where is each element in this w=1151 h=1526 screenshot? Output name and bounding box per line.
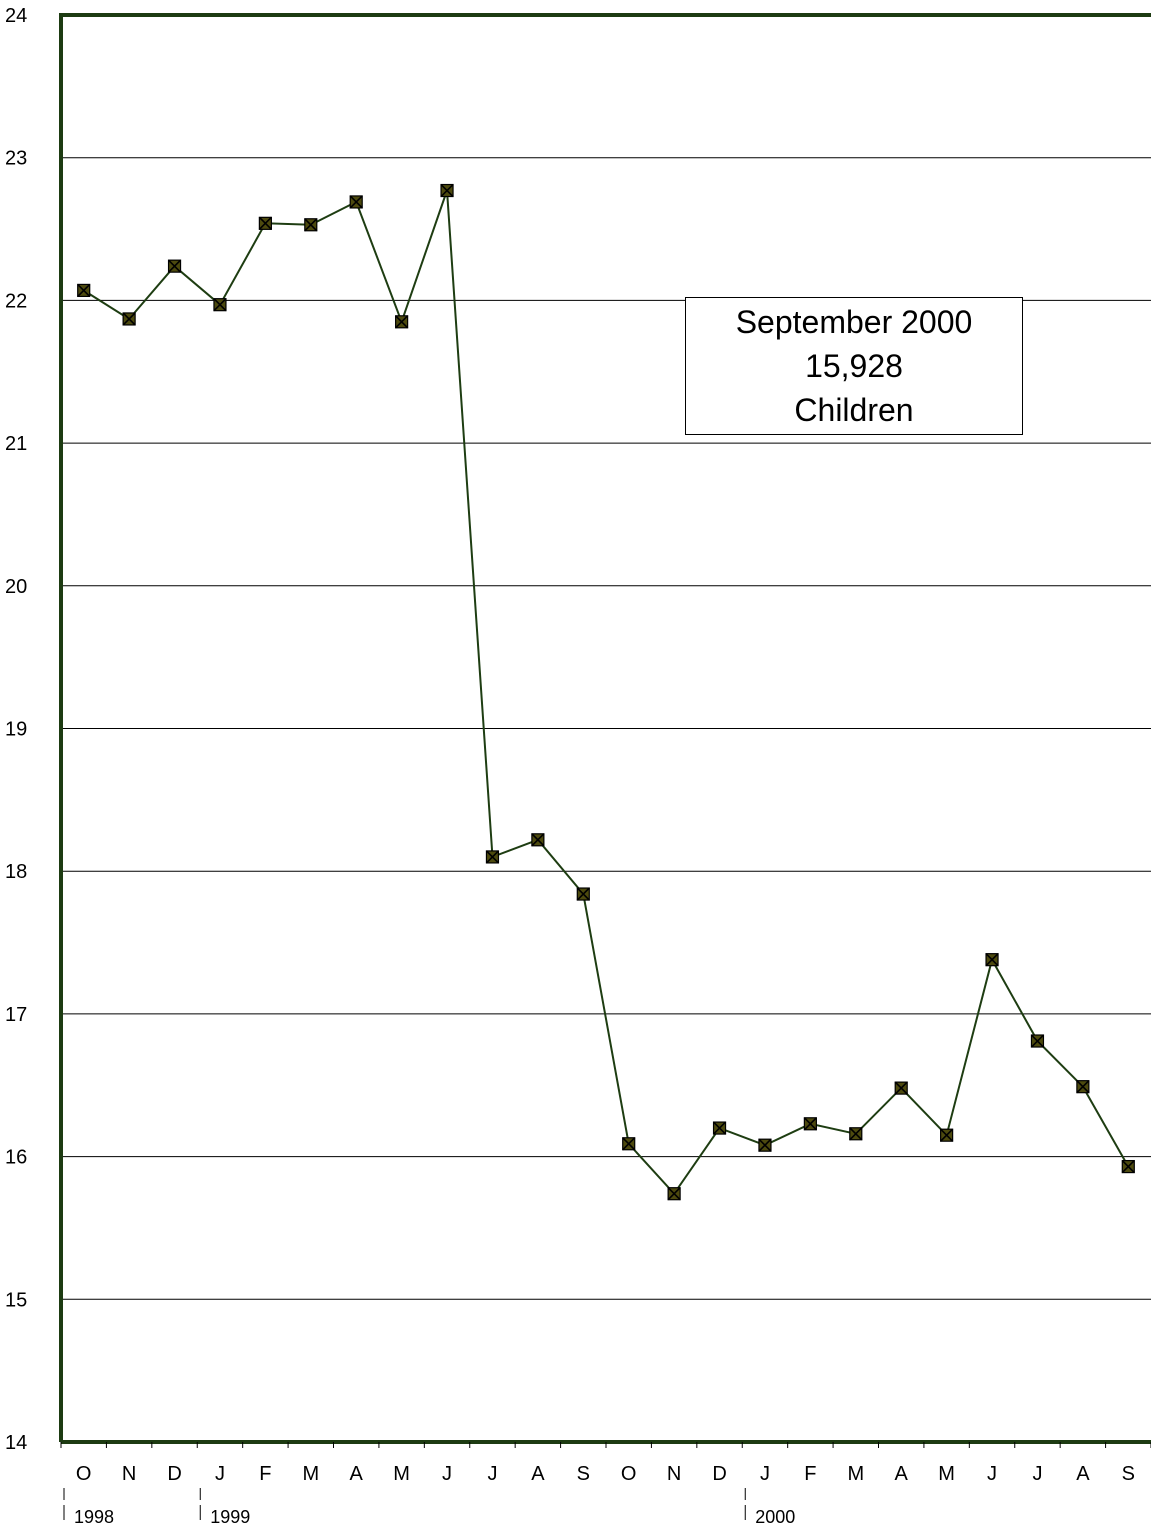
annotation-box: September 2000 15,928 Children xyxy=(685,297,1023,435)
marker-cross xyxy=(395,315,409,329)
marker-cross xyxy=(1076,1080,1090,1094)
marker-cross xyxy=(712,1121,727,1135)
x-tick-label: D xyxy=(167,1463,181,1485)
x-tick-label: M xyxy=(847,1463,864,1485)
marker-cross xyxy=(849,1127,863,1141)
year-label: 1998 xyxy=(74,1507,114,1526)
data-point xyxy=(395,315,409,329)
data-markers xyxy=(77,183,1135,1201)
data-point xyxy=(849,1127,863,1141)
year-label: 2000 xyxy=(755,1507,795,1526)
data-point xyxy=(803,1117,817,1131)
data-point xyxy=(894,1081,908,1095)
marker-cross xyxy=(1121,1160,1135,1174)
marker-cross xyxy=(167,259,182,273)
marker-cross xyxy=(213,298,227,312)
data-point xyxy=(1030,1034,1045,1048)
y-tick-label: 24 xyxy=(5,5,27,27)
marker-cross xyxy=(531,833,545,847)
data-point xyxy=(77,283,91,298)
data-point xyxy=(712,1121,727,1135)
x-tick-label: O xyxy=(621,1463,637,1485)
y-tick-label: 23 xyxy=(5,148,27,170)
y-tick-label: 22 xyxy=(5,290,27,312)
x-tick-label: J xyxy=(987,1463,997,1485)
x-tick-label: A xyxy=(1076,1463,1090,1485)
axes xyxy=(59,13,1151,1444)
x-tick-label: A xyxy=(895,1463,909,1485)
data-point xyxy=(940,1128,954,1142)
y-tick-label: 16 xyxy=(5,1147,27,1169)
x-tick-label: J xyxy=(215,1463,225,1485)
gridlines xyxy=(61,157,1151,1300)
data-point xyxy=(758,1138,772,1152)
x-tick-label: A xyxy=(531,1463,545,1485)
data-point xyxy=(122,312,136,326)
data-point xyxy=(1121,1159,1135,1174)
x-tick-label: J xyxy=(760,1463,770,1485)
x-tick-label: D xyxy=(712,1463,726,1485)
y-tick-label: 14 xyxy=(5,1432,27,1454)
data-point xyxy=(258,216,272,230)
marker-cross xyxy=(985,953,999,967)
marker-cross xyxy=(77,283,91,297)
marker-cross xyxy=(576,887,590,901)
marker-cross xyxy=(258,216,272,230)
marker-cross xyxy=(940,1128,954,1142)
y-tick-label: 21 xyxy=(5,433,27,455)
x-tick-label: S xyxy=(1122,1463,1135,1485)
x-tick-label: J xyxy=(1032,1463,1042,1485)
x-tick-label: A xyxy=(350,1463,364,1485)
data-point xyxy=(167,259,182,273)
data-point xyxy=(304,218,318,232)
marker-cross xyxy=(758,1138,772,1152)
marker-cross xyxy=(304,218,318,232)
x-tick-label: J xyxy=(442,1463,452,1485)
x-ticks xyxy=(60,1442,1151,1448)
x-tick-label: F xyxy=(259,1463,271,1485)
marker-cross xyxy=(894,1081,908,1095)
x-tick-label: N xyxy=(122,1463,136,1485)
data-point xyxy=(667,1187,681,1201)
data-point xyxy=(485,850,500,864)
x-tick-label: M xyxy=(938,1463,955,1485)
x-tick-label: S xyxy=(577,1463,590,1485)
data-point xyxy=(213,298,227,312)
x-tick-label: N xyxy=(667,1463,681,1485)
x-tick-label: M xyxy=(302,1463,319,1485)
marker-cross xyxy=(349,195,363,209)
x-tick-label: M xyxy=(393,1463,410,1485)
data-point xyxy=(985,953,999,967)
x-tick-label: J xyxy=(487,1463,497,1485)
marker-cross xyxy=(440,183,454,198)
marker-cross xyxy=(122,312,136,326)
series-line xyxy=(83,190,1130,1196)
year-labels: 1998 1999 2000 xyxy=(63,1488,795,1526)
y-tick-label: 20 xyxy=(5,576,27,598)
year-label: 1999 xyxy=(210,1507,250,1526)
data-point xyxy=(440,183,454,198)
annotation-line-2: 15,928 xyxy=(805,348,903,384)
data-point xyxy=(531,833,545,847)
data-point xyxy=(576,887,590,901)
marker-cross xyxy=(803,1117,817,1131)
y-tick-labels: 14 15 16 17 18 19 20 21 22 23 24 xyxy=(5,5,27,1454)
y-tick-label: 17 xyxy=(5,1004,27,1026)
y-tick-label: 18 xyxy=(5,861,27,883)
marker-cross xyxy=(622,1137,636,1151)
data-point xyxy=(622,1137,636,1151)
data-point xyxy=(1076,1080,1090,1094)
annotation-line-1: September 2000 xyxy=(735,304,973,340)
y-tick-label: 19 xyxy=(5,719,27,741)
x-tick-label: F xyxy=(804,1463,816,1485)
marker-cross xyxy=(667,1187,681,1201)
annotation-line-3: Children xyxy=(794,392,914,428)
x-tick-label: O xyxy=(76,1463,92,1485)
y-tick-label: 15 xyxy=(5,1289,27,1311)
data-point xyxy=(349,195,363,209)
marker-cross xyxy=(1030,1034,1045,1048)
marker-cross xyxy=(485,850,500,864)
